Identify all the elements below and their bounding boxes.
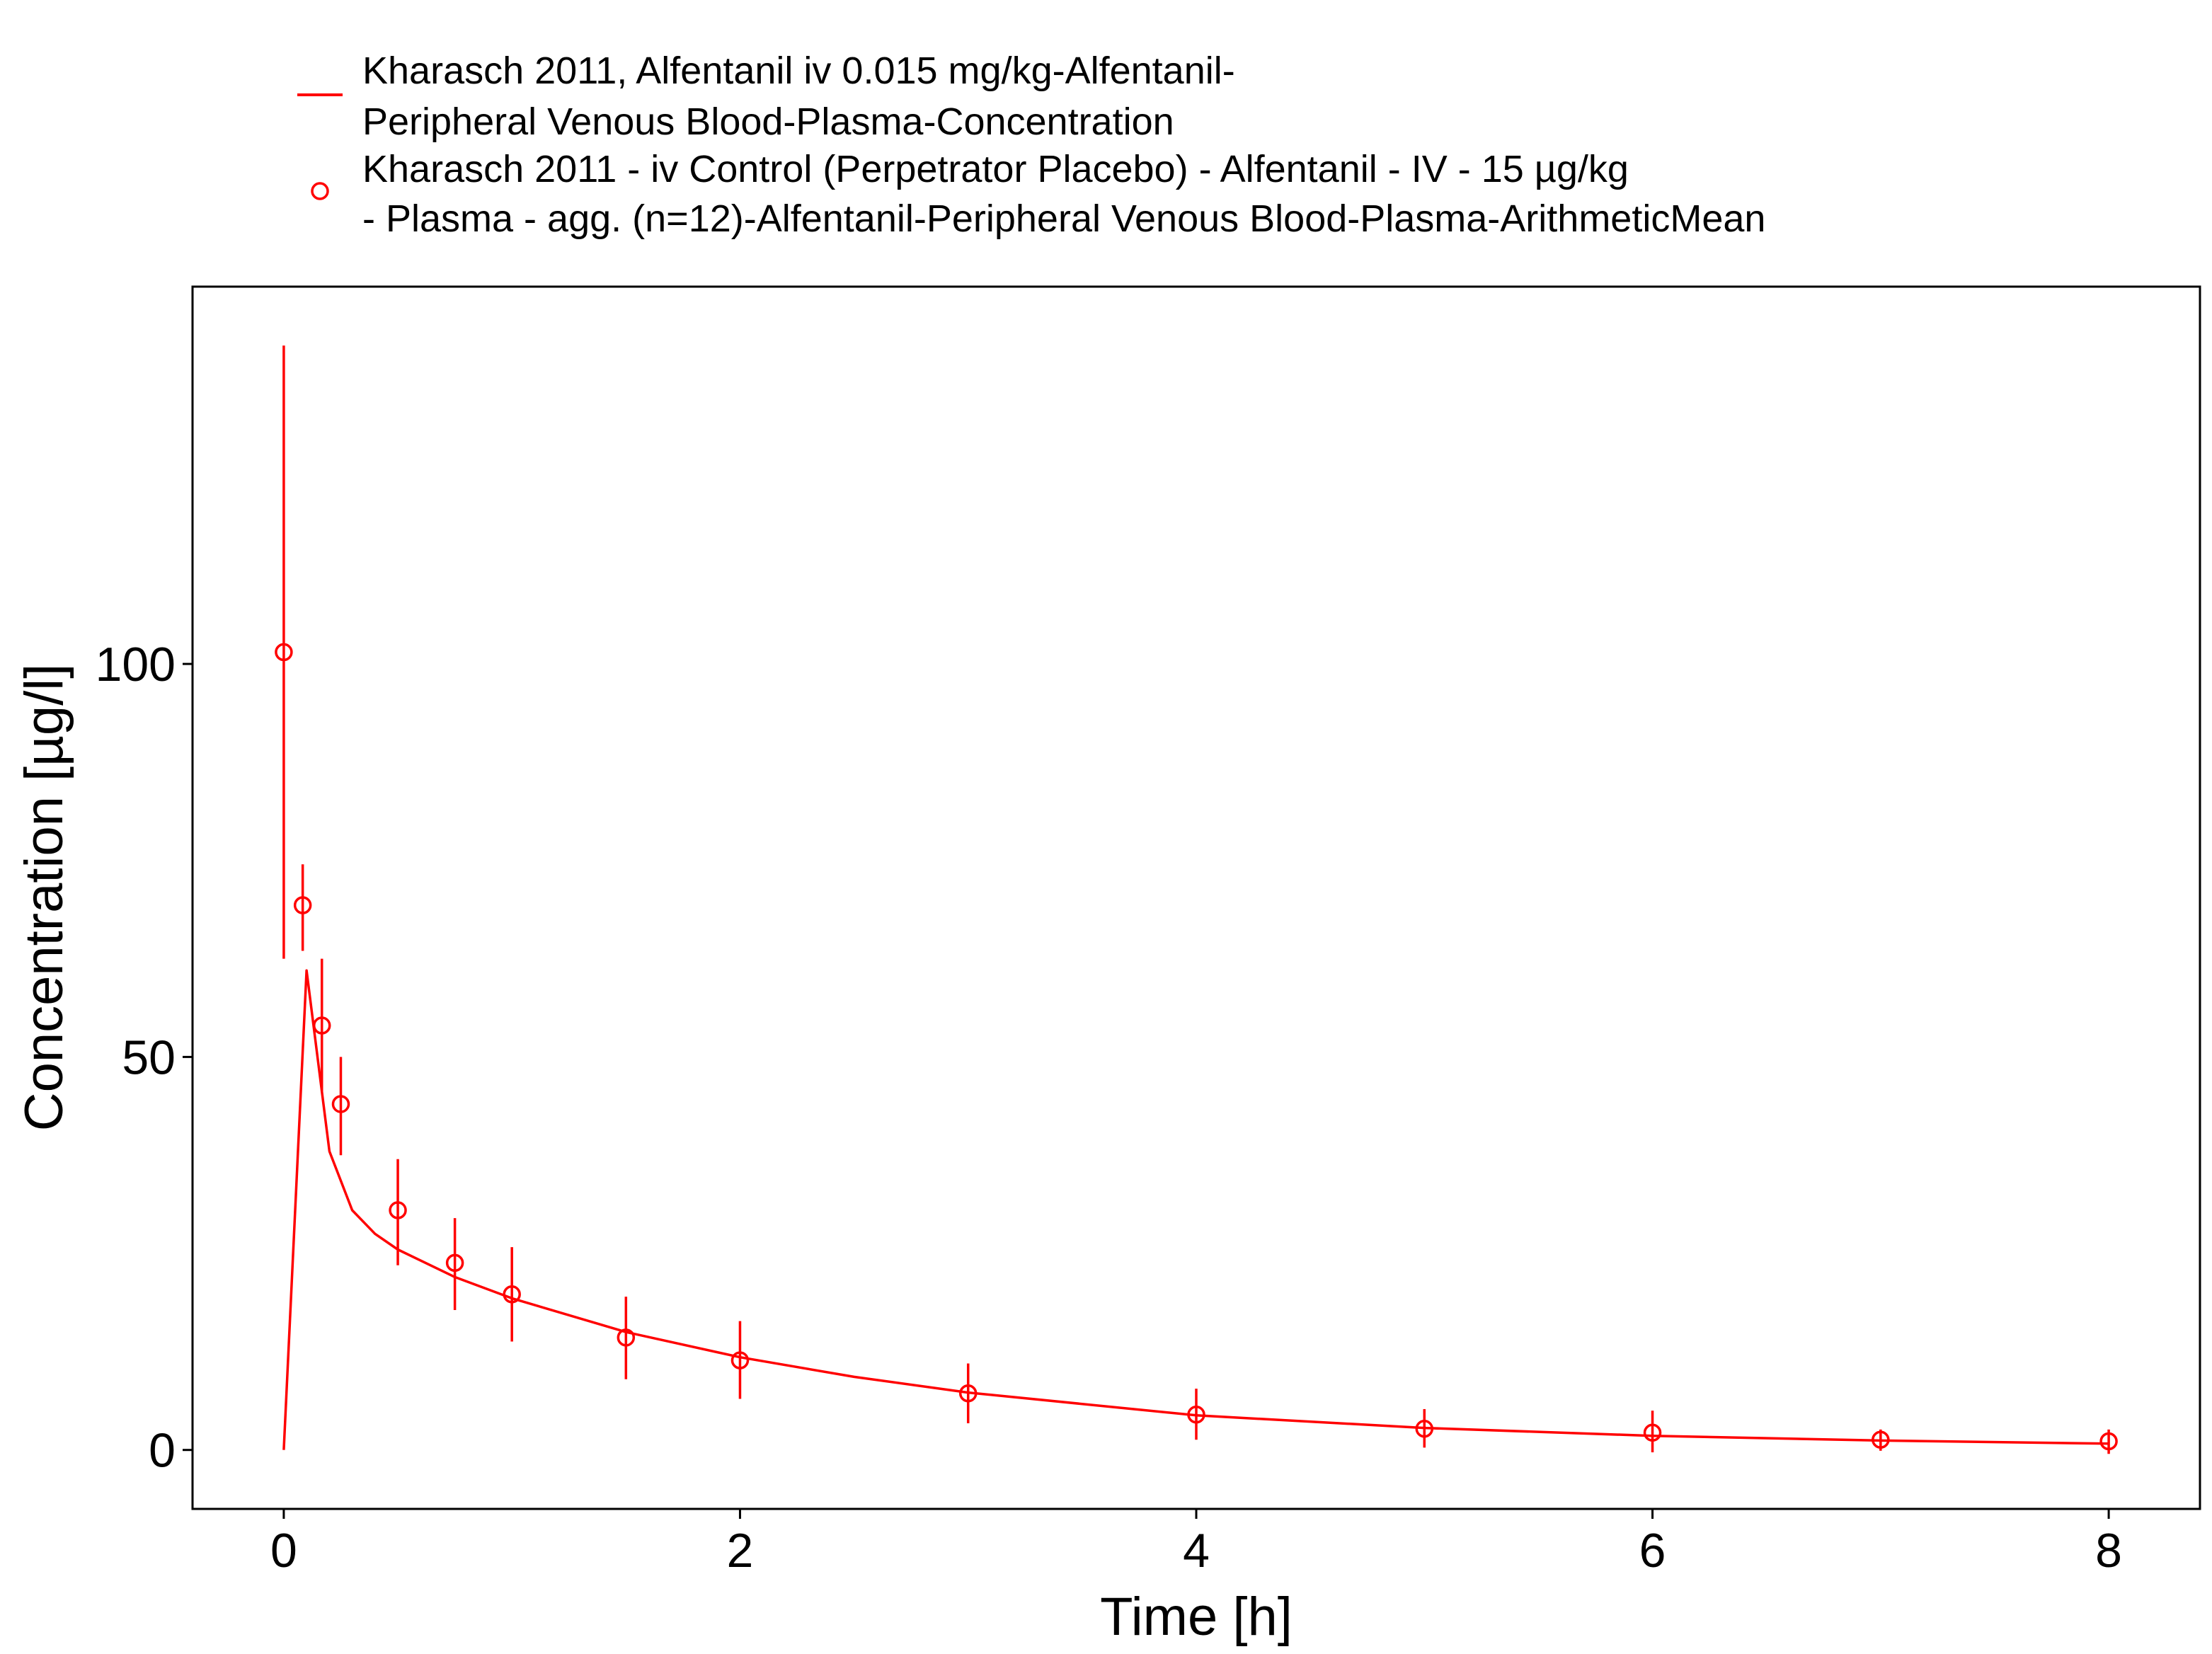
legend-entry-1-line-2: Peripheral Venous Blood-Plasma-Concentra… bbox=[362, 100, 1174, 143]
data-point bbox=[1872, 1430, 1890, 1449]
y-axis-title: Concentration [µg/l] bbox=[14, 664, 74, 1132]
x-tick-label: 0 bbox=[270, 1524, 297, 1578]
legend-swatch-point bbox=[311, 182, 329, 200]
x-tick-label: 6 bbox=[1639, 1524, 1666, 1578]
data-point bbox=[1415, 1419, 1434, 1438]
y-tick-label: 0 bbox=[149, 1424, 176, 1478]
data-point bbox=[1187, 1405, 1205, 1424]
data-point bbox=[2099, 1432, 2118, 1451]
y-tick-label: 100 bbox=[96, 638, 176, 691]
x-axis-title: Time [h] bbox=[1100, 1587, 1293, 1647]
data-point bbox=[445, 1253, 464, 1273]
data-point bbox=[293, 896, 312, 914]
series-simulated-line bbox=[282, 969, 2109, 1450]
data-point bbox=[312, 1016, 331, 1035]
data-point bbox=[389, 1201, 407, 1219]
legend-entry-2-line-1: Kharasch 2011 - iv Control (Perpetrator … bbox=[362, 148, 1629, 190]
y-tick-label: 50 bbox=[122, 1030, 176, 1084]
x-tick-label: 2 bbox=[727, 1524, 754, 1578]
data-point bbox=[730, 1351, 750, 1369]
axes-layer: 0 2 4 6 8 0 50 100 bbox=[96, 638, 2122, 1578]
data-point bbox=[1643, 1423, 1662, 1442]
x-tick-label: 4 bbox=[1183, 1524, 1210, 1578]
data-point bbox=[503, 1285, 521, 1304]
plot-panel bbox=[191, 285, 2201, 1510]
data-point bbox=[275, 643, 293, 662]
legend-entry-1-line-1: Kharasch 2011, Alfentanil iv 0.015 mg/kg… bbox=[362, 50, 1235, 92]
data-point bbox=[617, 1328, 636, 1347]
legend: Kharasch 2011, Alfentanil iv 0.015 mg/kg… bbox=[297, 50, 1765, 240]
x-tick-label: 8 bbox=[2095, 1524, 2122, 1578]
data-point bbox=[331, 1095, 350, 1113]
legend-entry-2-line-2: - Plasma - agg. (n=12)-Alfentanil-Periph… bbox=[362, 197, 1765, 240]
data-point bbox=[958, 1384, 978, 1403]
plot-layer bbox=[275, 345, 2118, 1454]
